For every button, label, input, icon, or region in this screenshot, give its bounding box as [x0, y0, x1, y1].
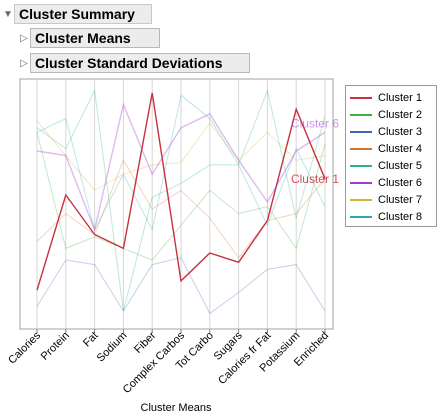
legend-item-cluster-5[interactable]: Cluster 5 — [350, 157, 436, 174]
legend-item-cluster-8[interactable]: Cluster 8 — [350, 208, 436, 225]
legend-label: Cluster 6 — [378, 176, 423, 189]
series-line-cluster-7[interactable] — [36, 120, 326, 192]
x-tick-label: Calories — [6, 329, 43, 366]
series-line-cluster-2[interactable] — [36, 132, 326, 261]
x-tick-label: Fat — [81, 330, 101, 350]
legend-label: Cluster 2 — [378, 108, 423, 121]
series-line-cluster-8[interactable] — [36, 94, 326, 232]
cluster-summary-title: Cluster Summary — [14, 4, 152, 24]
legend-label: Cluster 1 — [378, 91, 423, 104]
series-line-cluster-4[interactable] — [36, 159, 326, 259]
cluster-sd-outline[interactable]: ▷ Cluster Standard Deviations — [18, 53, 250, 73]
cluster-means-outline[interactable]: ▷ Cluster Means — [18, 28, 160, 48]
legend-swatch — [350, 198, 372, 201]
legend-item-cluster-2[interactable]: Cluster 2 — [350, 106, 436, 123]
x-tick-label: Fiber — [132, 329, 158, 355]
legend-item-cluster-7[interactable]: Cluster 7 — [350, 191, 436, 208]
x-tick-label: Protein — [39, 330, 72, 363]
cluster-summary-outline[interactable]: ▼ Cluster Summary — [2, 4, 152, 24]
legend-label: Cluster 5 — [378, 159, 423, 172]
legend-swatch — [350, 215, 372, 218]
legend-label: Cluster 4 — [378, 142, 423, 155]
disclosure-closed-icon[interactable]: ▷ — [20, 32, 28, 44]
x-axis-label: Cluster Means — [141, 402, 212, 414]
series-annotation-cluster-1: Cluster 1 — [291, 172, 339, 186]
cluster-means-title: Cluster Means — [30, 28, 160, 48]
legend-item-cluster-1[interactable]: Cluster 1 — [350, 89, 436, 106]
series-line-cluster-6[interactable] — [36, 102, 326, 233]
series-line-cluster-1[interactable] — [36, 92, 326, 291]
cluster-sd-title: Cluster Standard Deviations — [30, 53, 250, 73]
legend-item-cluster-6[interactable]: Cluster 6 — [350, 174, 436, 191]
legend-swatch — [350, 181, 372, 184]
legend-item-cluster-3[interactable]: Cluster 3 — [350, 123, 436, 140]
series-annotation-cluster-6: Cluster 6 — [291, 116, 339, 130]
legend[interactable]: Cluster 1 Cluster 2 Cluster 3 Cluster 4 Clus… — [345, 85, 437, 227]
disclosure-open-icon[interactable]: ▼ — [3, 8, 13, 20]
legend-swatch — [350, 130, 372, 133]
legend-label: Cluster 7 — [378, 193, 423, 206]
legend-label: Cluster 8 — [378, 210, 423, 223]
series-line-cluster-5[interactable] — [36, 88, 326, 312]
legend-label: Cluster 3 — [378, 125, 423, 138]
series-line-cluster-3[interactable] — [36, 257, 326, 315]
legend-swatch — [350, 147, 372, 150]
legend-swatch — [350, 96, 372, 99]
x-tick-label: Sodium — [95, 330, 130, 365]
legend-swatch — [350, 113, 372, 116]
legend-swatch — [350, 164, 372, 167]
disclosure-closed-icon[interactable]: ▷ — [20, 57, 28, 69]
legend-item-cluster-4[interactable]: Cluster 4 — [350, 140, 436, 157]
